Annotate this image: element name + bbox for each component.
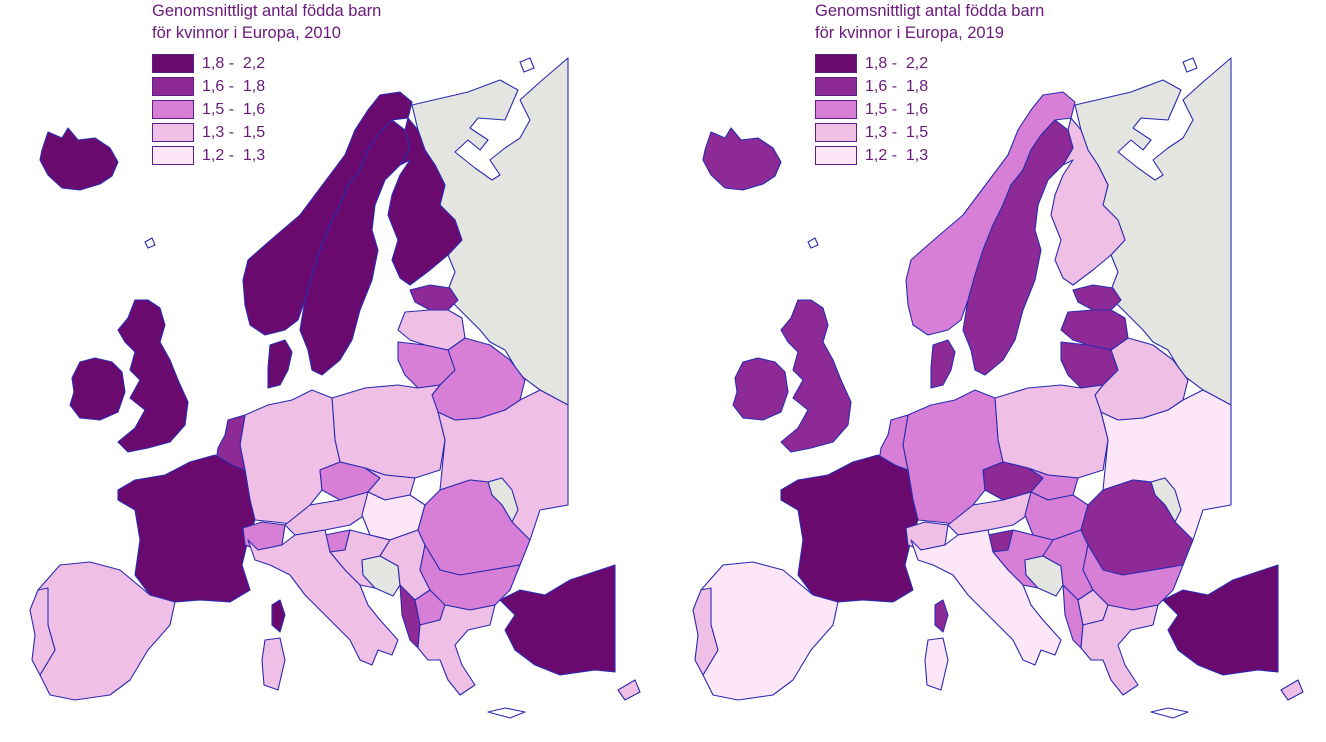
region-italy [910, 529, 1062, 666]
region-cyprus [617, 679, 641, 701]
region-uk [117, 299, 189, 453]
legend-label: 1,3 - 1,5 [865, 123, 929, 141]
legend-label: 1,6 - 1,8 [202, 77, 266, 95]
map-panel-2010: Genomsnittligt antal födda barn för kvin… [29, 0, 641, 719]
legend-label: 1,5 - 1,6 [865, 100, 929, 118]
legend-item: 1,8 - 2,2 [815, 52, 928, 75]
region-iceland [702, 127, 782, 191]
island-island-north [1182, 57, 1198, 73]
region-bulgaria [1082, 544, 1184, 611]
region-portugal [29, 587, 56, 676]
region-turkey [1162, 564, 1279, 676]
region-sardinia [924, 637, 949, 691]
legend: 1,8 - 2,2 1,6 - 1,8 1,5 - 1,6 1,3 - 1,5 … [152, 52, 265, 167]
map-title-line2: för kvinnor i Europa, 2019 [815, 24, 1004, 42]
legend-item: 1,2 - 1,3 [815, 144, 928, 167]
region-sweden [299, 119, 411, 376]
legend-item: 1,5 - 1,6 [152, 98, 265, 121]
legend-item: 1,3 - 1,5 [815, 121, 928, 144]
map-title-line1: Genomsnittligt antal födda barn [152, 2, 382, 20]
region-corsica [934, 599, 949, 633]
region-bulgaria [419, 544, 521, 611]
legend-swatch [152, 77, 194, 96]
island-island-north [519, 57, 535, 73]
legend-item: 1,6 - 1,8 [815, 75, 928, 98]
legend-item: 1,6 - 1,8 [152, 75, 265, 98]
legend-label: 1,5 - 1,6 [202, 100, 266, 118]
region-ireland [69, 357, 126, 421]
map-title: Genomsnittligt antal födda barn för kvin… [815, 0, 1044, 44]
island-faroe [807, 237, 819, 249]
legend-label: 1,2 - 1,3 [865, 146, 929, 164]
region-finland [1050, 117, 1126, 286]
legend: 1,8 - 2,2 1,6 - 1,8 1,5 - 1,6 1,3 - 1,5 … [815, 52, 928, 167]
region-corsica [271, 599, 286, 633]
region-latvia [1060, 309, 1129, 351]
island-crete [487, 707, 526, 719]
legend-label: 1,2 - 1,3 [202, 146, 266, 164]
region-denmark [930, 339, 956, 389]
region-iceland [39, 127, 119, 191]
legend-swatch [815, 123, 857, 142]
map-title-line1: Genomsnittligt antal födda barn [815, 2, 1045, 20]
region-cyprus [1280, 679, 1304, 701]
map-title: Genomsnittligt antal födda barn för kvin… [152, 0, 381, 44]
region-finland [387, 117, 463, 286]
island-crete [1150, 707, 1189, 719]
region-portugal [692, 587, 719, 676]
legend-swatch [815, 146, 857, 165]
region-ireland [732, 357, 789, 421]
legend-label: 1,8 - 2,2 [202, 54, 266, 72]
region-greece [417, 604, 496, 696]
legend-swatch [152, 100, 194, 119]
legend-swatch [152, 123, 194, 142]
legend-swatch [152, 146, 194, 165]
region-estonia [409, 284, 459, 311]
legend-item: 1,5 - 1,6 [815, 98, 928, 121]
legend-item: 1,2 - 1,3 [152, 144, 265, 167]
region-sardinia [261, 637, 286, 691]
region-latvia [397, 309, 466, 351]
legend-swatch [815, 54, 857, 73]
legend-swatch [152, 54, 194, 73]
europe-map-2010 [29, 57, 641, 719]
legend-swatch [815, 100, 857, 119]
legend-swatch [815, 77, 857, 96]
region-uk [780, 299, 852, 453]
legend-label: 1,8 - 2,2 [865, 54, 929, 72]
region-france [780, 454, 919, 603]
map-title-line2: för kvinnor i Europa, 2010 [152, 24, 341, 42]
island-faroe [144, 237, 156, 249]
map-panel-2019: Genomsnittligt antal födda barn för kvin… [663, 0, 1326, 742]
legend-label: 1,6 - 1,8 [865, 77, 929, 95]
europe-map-2019 [692, 57, 1304, 719]
region-italy [247, 529, 399, 666]
region-france [117, 454, 256, 603]
legend-item: 1,8 - 2,2 [152, 52, 265, 75]
region-estonia [1072, 284, 1122, 311]
region-greece [1080, 604, 1159, 696]
region-denmark [267, 339, 293, 389]
legend-item: 1,3 - 1,5 [152, 121, 265, 144]
region-turkey [499, 564, 616, 676]
legend-label: 1,3 - 1,5 [202, 123, 266, 141]
region-sweden [962, 119, 1074, 376]
